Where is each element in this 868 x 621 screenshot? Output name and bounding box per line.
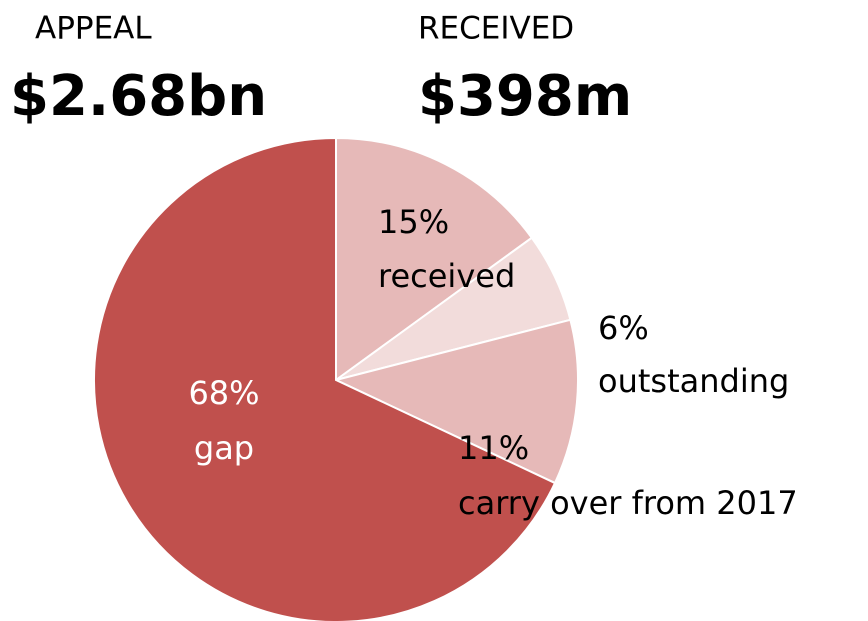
data-label: 6% (598, 309, 649, 347)
annotation-heading: APPEAL (35, 11, 152, 47)
category-label: received (378, 257, 515, 295)
pie-slice (335, 136, 534, 382)
data-label: 11% (458, 429, 529, 467)
annotation-heading: RECEIVED (418, 11, 574, 47)
annotation-amount: $398m (418, 64, 632, 129)
data-label: 68% (188, 374, 259, 412)
category-label: gap (194, 429, 254, 467)
annotation-amount: $2.68bn (10, 64, 267, 129)
pie-slice (333, 318, 579, 485)
pie-slice (93, 136, 557, 621)
data-label: 15% (378, 203, 449, 241)
category-label: outstanding (598, 362, 789, 400)
category-label: carry over from 2017 (458, 484, 798, 522)
